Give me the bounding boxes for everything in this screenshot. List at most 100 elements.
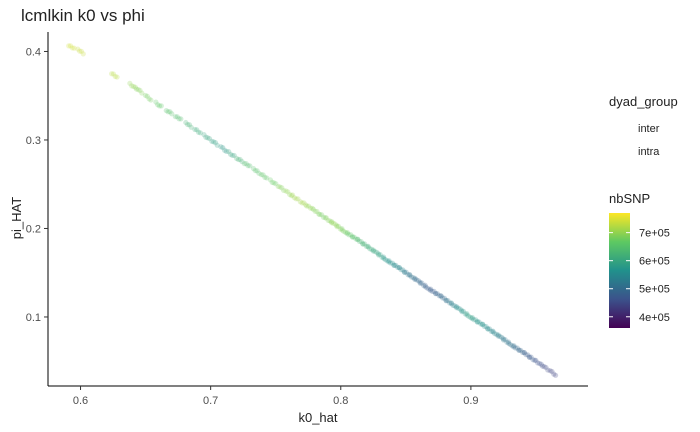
data-point	[291, 195, 297, 201]
data-point	[415, 278, 422, 284]
y-tick-label: 0.1	[26, 312, 41, 324]
data-point	[429, 288, 435, 294]
data-point	[176, 116, 182, 122]
data-point	[260, 172, 266, 178]
data-point	[206, 135, 213, 142]
data-point	[486, 326, 493, 332]
data-point	[237, 156, 243, 163]
data-point	[156, 103, 163, 109]
data-point	[293, 196, 299, 202]
data-point	[403, 269, 409, 275]
data-point	[412, 275, 418, 281]
data-point	[127, 80, 133, 86]
data-point	[381, 255, 387, 262]
data-point	[450, 302, 456, 308]
data-point	[195, 129, 202, 135]
data-point	[526, 354, 533, 361]
data-point	[245, 163, 251, 169]
data-point	[344, 231, 350, 237]
data-point	[209, 138, 215, 144]
data-point	[252, 167, 258, 174]
data-point	[77, 48, 83, 54]
data-point	[525, 352, 531, 358]
data-point	[322, 215, 328, 221]
y-tick-label: 0.3	[26, 135, 41, 147]
data-point	[350, 234, 356, 240]
legend: dyad_group inter intra nbSNP 4e+05 5e+05 6…	[609, 94, 678, 328]
data-point	[490, 328, 496, 334]
data-point	[400, 267, 406, 273]
data-point	[220, 144, 226, 151]
data-point	[440, 295, 446, 301]
data-point	[492, 331, 498, 337]
data-point	[412, 276, 418, 282]
data-point	[334, 224, 340, 230]
data-point	[541, 364, 547, 370]
data-point	[155, 102, 161, 108]
data-point	[360, 241, 366, 247]
data-point	[365, 243, 371, 249]
data-point	[395, 264, 401, 271]
data-point	[361, 241, 368, 247]
data-point	[485, 326, 491, 332]
data-point	[355, 236, 361, 242]
data-point	[309, 205, 315, 211]
data-point	[479, 321, 486, 327]
data-point	[464, 311, 470, 317]
colorbar-label: 7e+05	[639, 228, 670, 240]
data-point	[535, 360, 541, 366]
y-tick-label: 0.2	[26, 223, 41, 235]
data-point	[460, 308, 467, 314]
data-point	[393, 262, 399, 268]
data-point	[69, 45, 75, 51]
data-point	[389, 260, 396, 266]
data-point	[212, 140, 219, 146]
data-point	[354, 236, 361, 242]
data-point	[454, 304, 460, 310]
data-point	[271, 180, 277, 186]
data-point	[334, 222, 340, 229]
data-point	[304, 203, 310, 209]
data-point	[532, 357, 538, 363]
data-point	[500, 336, 506, 342]
data-point	[511, 344, 517, 350]
data-point	[505, 339, 512, 345]
data-point	[235, 156, 241, 163]
legend-entry-inter: inter	[638, 123, 660, 135]
data-point	[169, 111, 175, 117]
x-tick-label: 0.7	[203, 395, 218, 407]
data-point	[506, 340, 512, 347]
data-point	[239, 158, 245, 165]
data-point	[543, 364, 549, 371]
data-point	[485, 326, 491, 332]
data-point	[422, 284, 429, 290]
colorbar-label: 5e+05	[639, 284, 670, 296]
data-point	[186, 122, 193, 128]
data-point	[139, 90, 145, 96]
data-point	[114, 74, 120, 80]
data-point	[229, 152, 235, 159]
data-point	[78, 48, 85, 54]
colorbar	[609, 213, 630, 328]
data-point	[316, 211, 322, 217]
data-point	[342, 229, 349, 236]
data-point	[516, 347, 522, 353]
data-point	[281, 187, 287, 194]
data-point	[262, 174, 268, 181]
data-point	[536, 360, 543, 367]
data-point	[428, 286, 434, 292]
data-point	[142, 92, 149, 99]
data-point	[417, 280, 423, 286]
data-point	[504, 339, 510, 345]
data-point	[289, 192, 296, 198]
data-point	[512, 345, 519, 351]
data-point	[80, 51, 86, 57]
data-point	[511, 343, 517, 349]
data-point	[474, 319, 480, 325]
data-point	[241, 160, 247, 167]
data-point	[356, 238, 362, 244]
data-point	[374, 249, 380, 255]
data-point	[386, 258, 392, 264]
data-point	[434, 291, 441, 297]
